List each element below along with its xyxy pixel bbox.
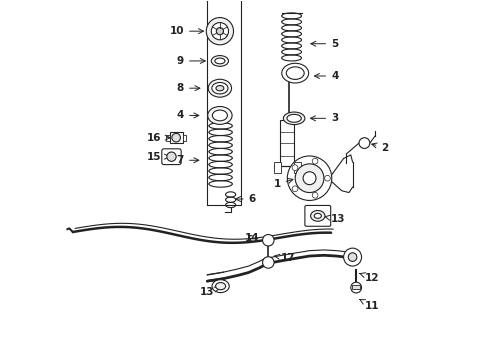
Text: 4: 4: [177, 111, 199, 121]
Text: 1: 1: [273, 179, 293, 189]
Ellipse shape: [286, 67, 304, 80]
Ellipse shape: [314, 213, 321, 219]
Circle shape: [343, 248, 362, 266]
Text: 13: 13: [200, 287, 220, 297]
Text: 12: 12: [360, 273, 380, 283]
Text: 16: 16: [147, 133, 170, 143]
Ellipse shape: [216, 86, 224, 91]
Circle shape: [167, 152, 176, 161]
Text: 15: 15: [147, 152, 170, 162]
Text: 14: 14: [245, 233, 260, 243]
Circle shape: [263, 234, 274, 246]
Circle shape: [303, 172, 316, 185]
Ellipse shape: [211, 55, 228, 66]
Text: 6: 6: [236, 194, 256, 204]
Text: 3: 3: [311, 113, 338, 123]
Text: 13: 13: [325, 215, 345, 224]
Circle shape: [351, 282, 362, 293]
Circle shape: [292, 186, 298, 192]
Circle shape: [263, 257, 274, 268]
Ellipse shape: [212, 110, 227, 121]
Circle shape: [206, 18, 234, 45]
Ellipse shape: [216, 283, 225, 290]
Text: 8: 8: [177, 83, 200, 93]
Ellipse shape: [208, 107, 232, 125]
Ellipse shape: [282, 63, 309, 83]
Text: 11: 11: [360, 300, 380, 311]
Text: 2: 2: [372, 143, 389, 153]
Circle shape: [287, 156, 332, 201]
Circle shape: [312, 192, 318, 198]
Circle shape: [211, 23, 228, 40]
FancyBboxPatch shape: [162, 149, 181, 165]
Bar: [183, 135, 186, 140]
Text: 9: 9: [177, 56, 205, 66]
Bar: [294, 162, 301, 173]
Circle shape: [348, 253, 357, 261]
Text: 10: 10: [170, 26, 203, 36]
Text: 4: 4: [315, 71, 339, 81]
Circle shape: [359, 138, 370, 148]
Bar: [274, 162, 281, 173]
Ellipse shape: [208, 79, 232, 97]
Ellipse shape: [212, 280, 229, 293]
Circle shape: [216, 28, 223, 35]
Circle shape: [312, 158, 318, 164]
Ellipse shape: [215, 58, 225, 64]
Circle shape: [172, 134, 180, 142]
Bar: [352, 285, 361, 289]
Ellipse shape: [212, 82, 228, 94]
Ellipse shape: [311, 211, 325, 221]
Circle shape: [295, 164, 324, 193]
Bar: [166, 135, 170, 140]
Circle shape: [324, 175, 330, 181]
Text: 5: 5: [311, 39, 338, 49]
FancyBboxPatch shape: [305, 206, 331, 226]
Text: 7: 7: [177, 155, 199, 165]
Text: 17: 17: [274, 253, 295, 263]
Bar: [280, 121, 294, 166]
Bar: [207, 0, 242, 205]
Ellipse shape: [287, 114, 301, 122]
Circle shape: [292, 165, 298, 171]
Ellipse shape: [283, 112, 305, 125]
Bar: [170, 132, 183, 143]
